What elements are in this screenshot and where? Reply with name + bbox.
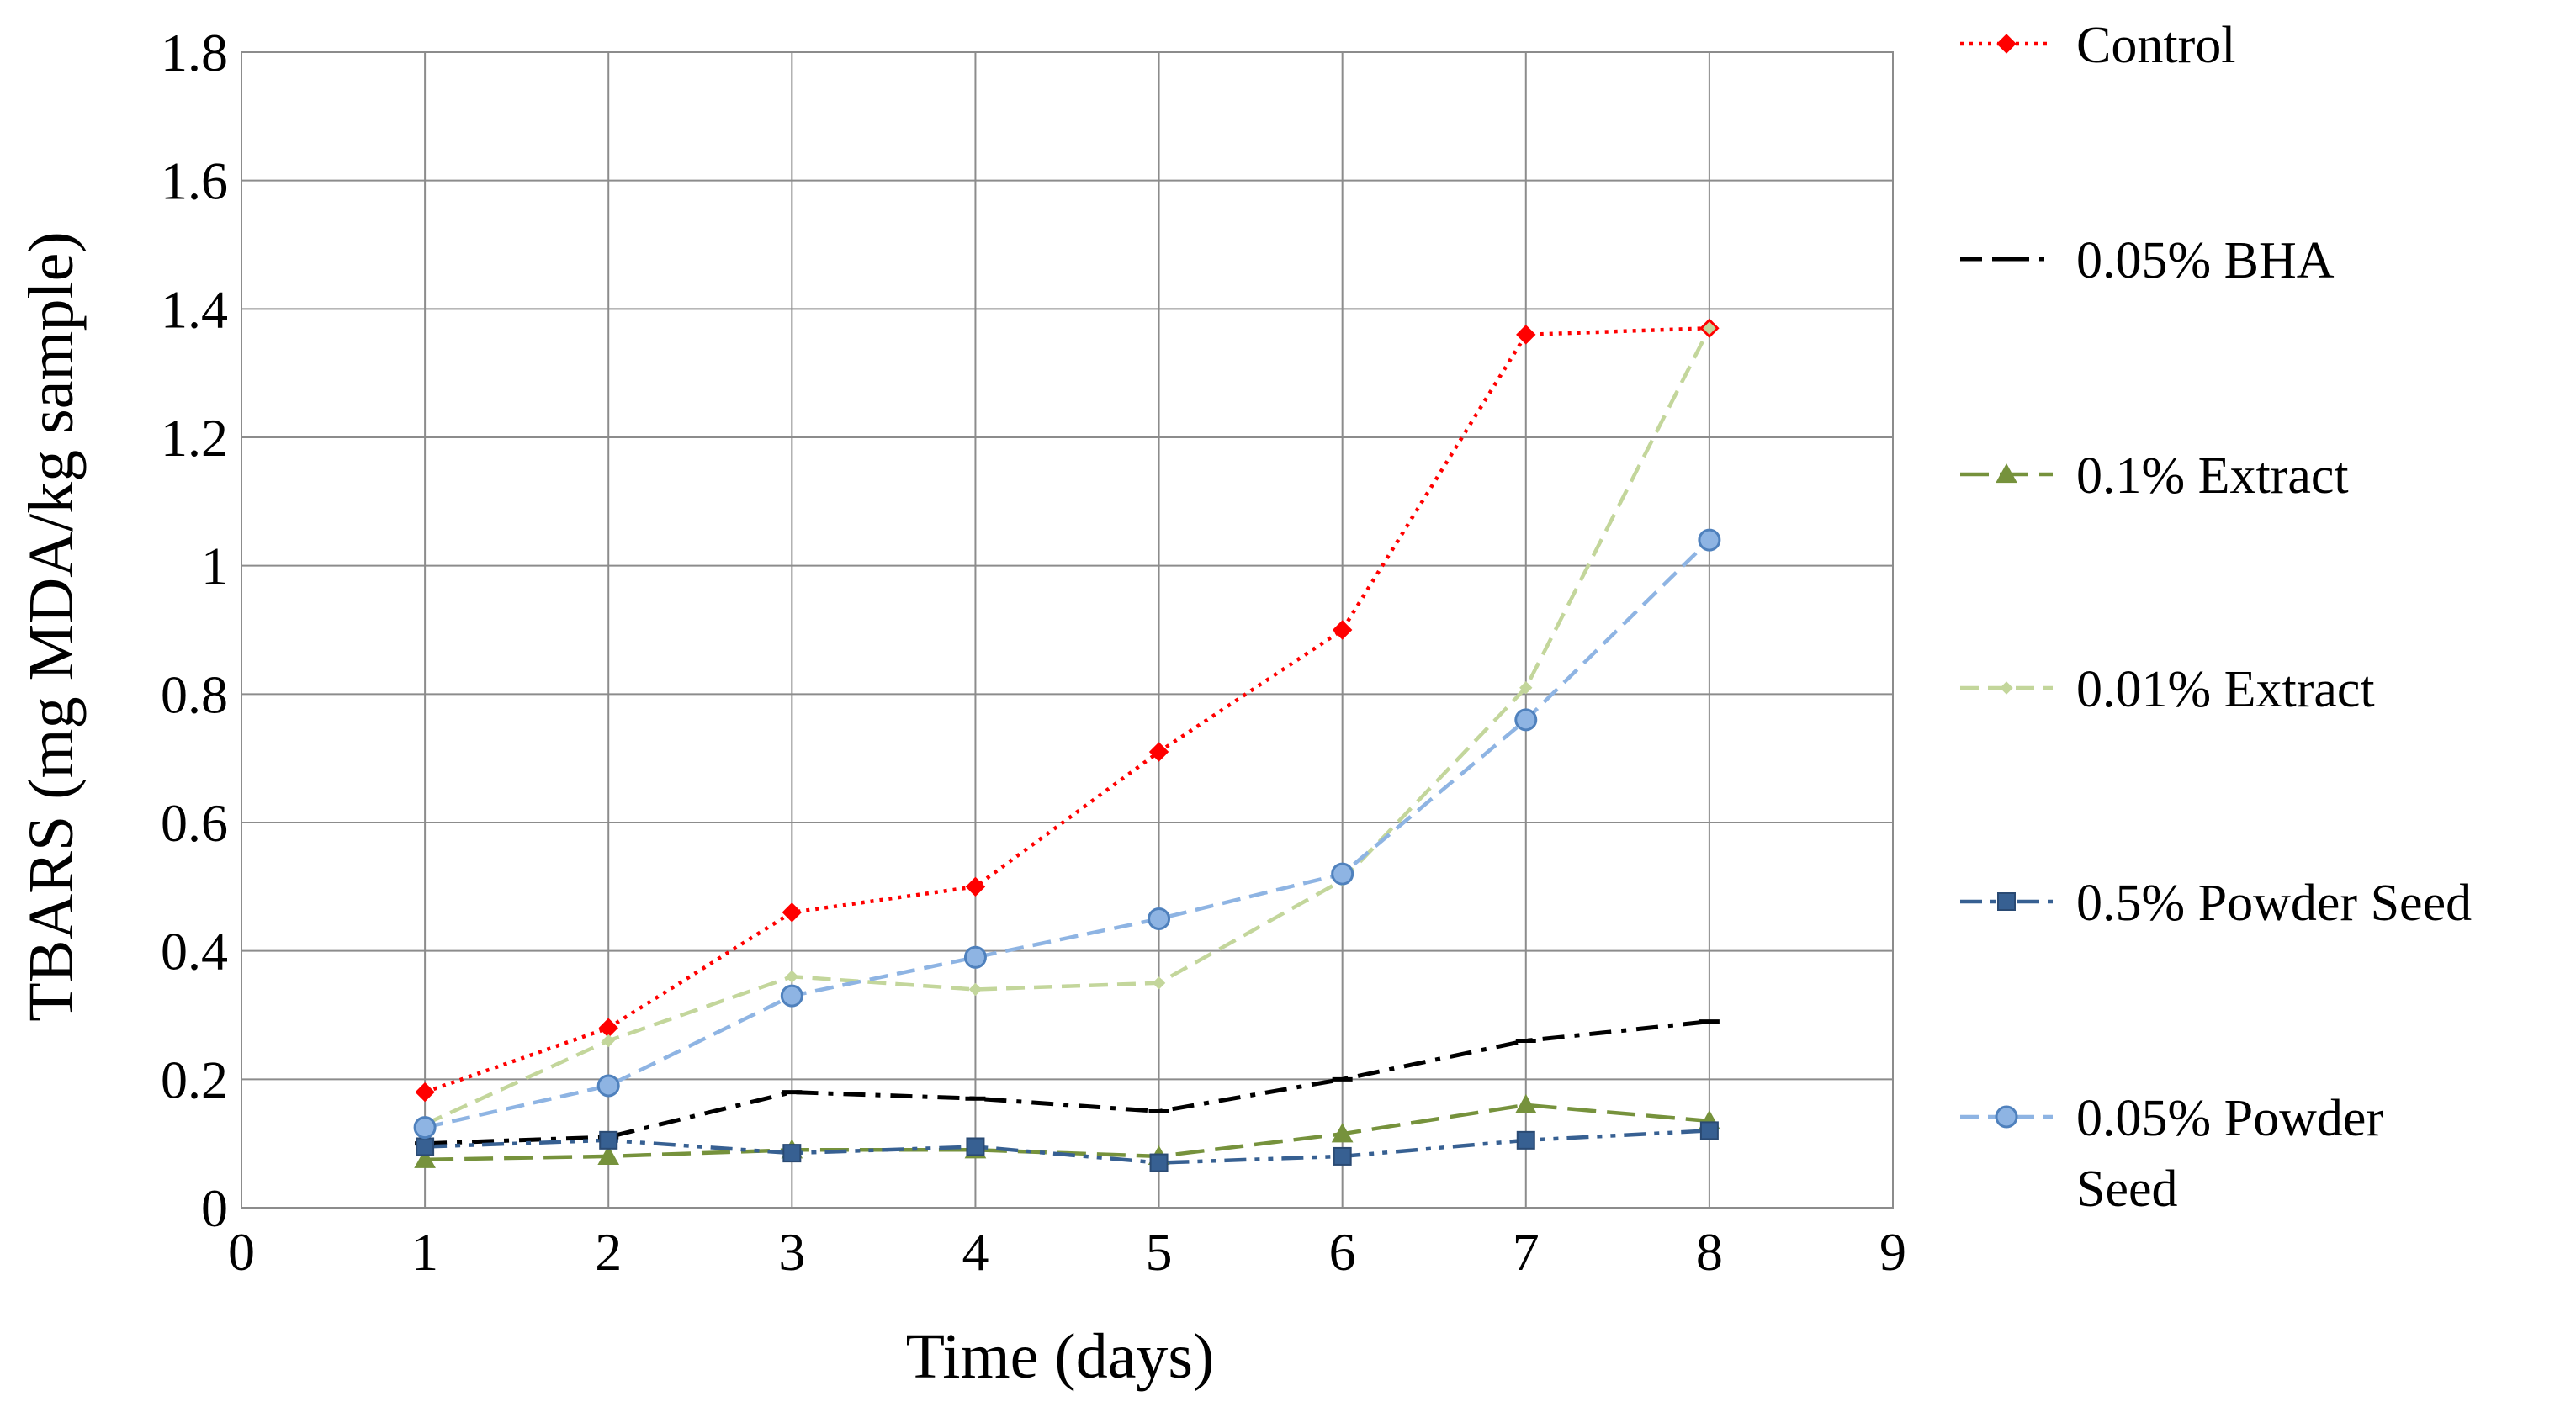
- y-tick-label: 1.6: [161, 151, 228, 211]
- data-point: [782, 1144, 802, 1163]
- legend-marker: [1996, 34, 2017, 54]
- legend-marker: [1997, 892, 2016, 911]
- y-tick-label: 1.4: [161, 279, 228, 339]
- data-point: [963, 945, 987, 969]
- series-line: [425, 1129, 1710, 1165]
- legend-marker: [1995, 1105, 2018, 1129]
- legend-label: 0.05% Powder Seed: [2076, 1090, 2383, 1218]
- x-tick-label: 5: [1146, 1222, 1173, 1282]
- legend-label: Control: [2076, 17, 2235, 74]
- data-point: [602, 1034, 615, 1048]
- legend-label: 0.5% Powder Seed: [2076, 875, 2472, 932]
- data-point: [1332, 620, 1353, 640]
- data-point: [1331, 862, 1354, 886]
- legend-label: 0.05% BHA: [2076, 232, 2335, 289]
- tick-labels: 0 1 2 3 4 5 6 7 8 9 0 0.2 0.4 0.6 0.8 1 1.2 1.4 1.6 1.8: [161, 23, 1906, 1282]
- legend-marker: [2000, 681, 2013, 695]
- x-tick-label: 7: [1513, 1222, 1540, 1282]
- y-axis-title: TBARS (mg MDA/kg sample): [16, 231, 87, 1021]
- data-point: [782, 902, 803, 923]
- data-point: [415, 1082, 435, 1103]
- series-line: [424, 325, 1709, 1094]
- y-tick-label: 0.8: [161, 664, 228, 724]
- series-line: [425, 1019, 1710, 1146]
- data-point: [1331, 1123, 1354, 1143]
- data-point: [965, 876, 986, 897]
- x-tick-label: 4: [962, 1222, 989, 1282]
- data-point: [416, 1137, 435, 1156]
- data-point: [1333, 1146, 1352, 1166]
- series-line: [424, 538, 1711, 1129]
- y-tick-label: 0: [201, 1178, 228, 1238]
- y-tick-label: 1.8: [161, 23, 228, 82]
- data-point: [1516, 325, 1536, 345]
- data-point: [785, 970, 799, 983]
- x-tick-label: 3: [778, 1222, 805, 1282]
- y-tick-label: 1.2: [161, 408, 228, 468]
- x-tick-label: 1: [411, 1222, 438, 1282]
- y-tick-label: 0.4: [161, 922, 228, 981]
- data-point: [413, 1116, 437, 1140]
- data-point: [597, 1145, 620, 1166]
- x-tick-label: 8: [1696, 1222, 1723, 1282]
- legend: Control 0.05% BHA 0.1% Extract 0.01% Extrac…: [1960, 17, 2472, 1218]
- data-point: [599, 1130, 618, 1150]
- legend-marker: [1996, 463, 2017, 484]
- data-point: [1698, 528, 1721, 552]
- data-point: [1149, 1153, 1169, 1172]
- y-tick-label: 0.2: [161, 1050, 228, 1109]
- y-tick-label: 1: [201, 537, 228, 596]
- data-point: [596, 1074, 620, 1098]
- data-point: [1514, 1093, 1537, 1113]
- data-point: [780, 984, 803, 1008]
- plot-area-border: [241, 51, 1894, 1209]
- legend-label: 0.01% Extract: [2076, 661, 2375, 718]
- series-line: [424, 327, 1711, 1126]
- x-axis-title: Time (days): [906, 1321, 1215, 1392]
- data-point: [968, 982, 983, 997]
- y-tick-label: 0.6: [161, 793, 228, 853]
- data-point: [1516, 1130, 1535, 1150]
- data-point: [1148, 907, 1171, 930]
- series-markers: [413, 318, 1721, 1172]
- data-point: [1699, 1121, 1719, 1140]
- x-tick-label: 0: [228, 1222, 255, 1282]
- data-point: [1703, 321, 1716, 335]
- data-point: [1148, 742, 1169, 762]
- series-lines: [424, 325, 1711, 1165]
- legend-label: 0.1% Extract: [2076, 447, 2349, 505]
- x-tick-label: 2: [595, 1222, 622, 1282]
- data-point: [1519, 680, 1533, 695]
- data-point: [1152, 976, 1166, 990]
- data-point: [414, 1148, 436, 1168]
- data-point: [966, 1137, 985, 1156]
- grid: [241, 51, 1894, 1209]
- x-tick-label: 6: [1329, 1222, 1356, 1282]
- data-point: [1514, 708, 1538, 732]
- x-tick-label: 9: [1879, 1222, 1906, 1282]
